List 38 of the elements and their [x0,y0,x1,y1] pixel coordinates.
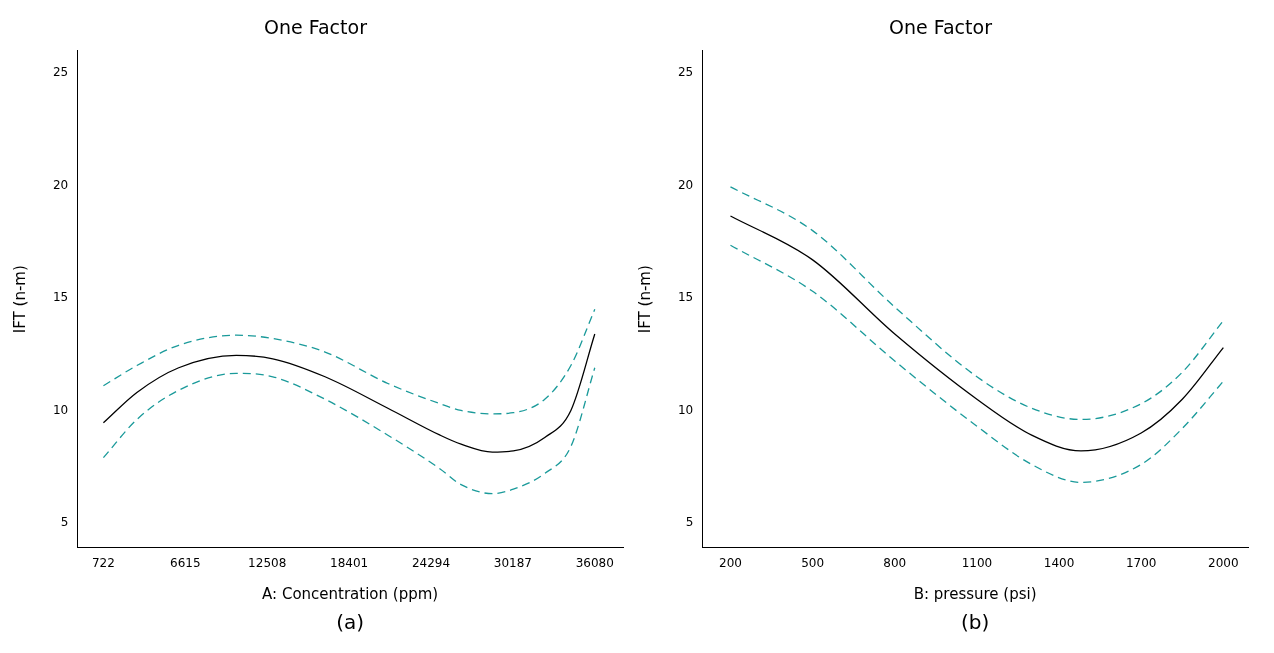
x-axis-title: B: pressure (psi) [913,584,1037,603]
y-tick-label: 10 [52,402,69,417]
x-tick-label: 36080 [575,555,614,570]
x-tick-label: 200 [719,555,742,570]
y-axis-title: IFT (n-m) [10,265,29,334]
x-axis-title: A: Concentration (ppm) [262,584,439,603]
x-tick-label: 24294 [411,555,451,570]
y-tick-label: 5 [60,515,69,529]
line-series [102,333,596,453]
x-tick-label: 1700 [1125,555,1157,570]
y-tick-label: 10 [677,402,694,417]
y-tick-label: 25 [52,65,69,80]
x-tick-label: 1100 [961,555,993,570]
y-axis-title: IFT (n-m) [635,265,654,334]
x-tick-label: 722 [91,555,115,570]
line-series [102,367,596,495]
y-tick-label: 20 [52,177,69,192]
y-tick-label: 15 [677,290,694,305]
line-series [729,244,1225,484]
text: (a) [336,610,365,635]
line-series [102,308,596,415]
x-tick-label: 6615 [170,555,201,570]
x-tick-label: 500 [801,555,825,570]
chart-title: One Factor [264,16,368,39]
chart-title: One Factor [889,16,993,39]
x-tick-label: 1400 [1043,555,1075,570]
y-tick-label: 5 [685,515,694,529]
x-tick-label: 12508 [248,555,287,570]
x-tick-label: 2000 [1208,555,1239,570]
y-tick-label: 15 [52,290,69,305]
x-tick-label: 30187 [493,555,532,570]
x-tick-label: 18401 [330,555,369,570]
y-tick-label: 25 [677,65,694,80]
x-tick-label: 800 [883,555,907,570]
line-series [729,215,1225,452]
y-tick-label: 20 [677,177,694,192]
line-series [729,186,1225,421]
text: (b) [960,610,990,635]
